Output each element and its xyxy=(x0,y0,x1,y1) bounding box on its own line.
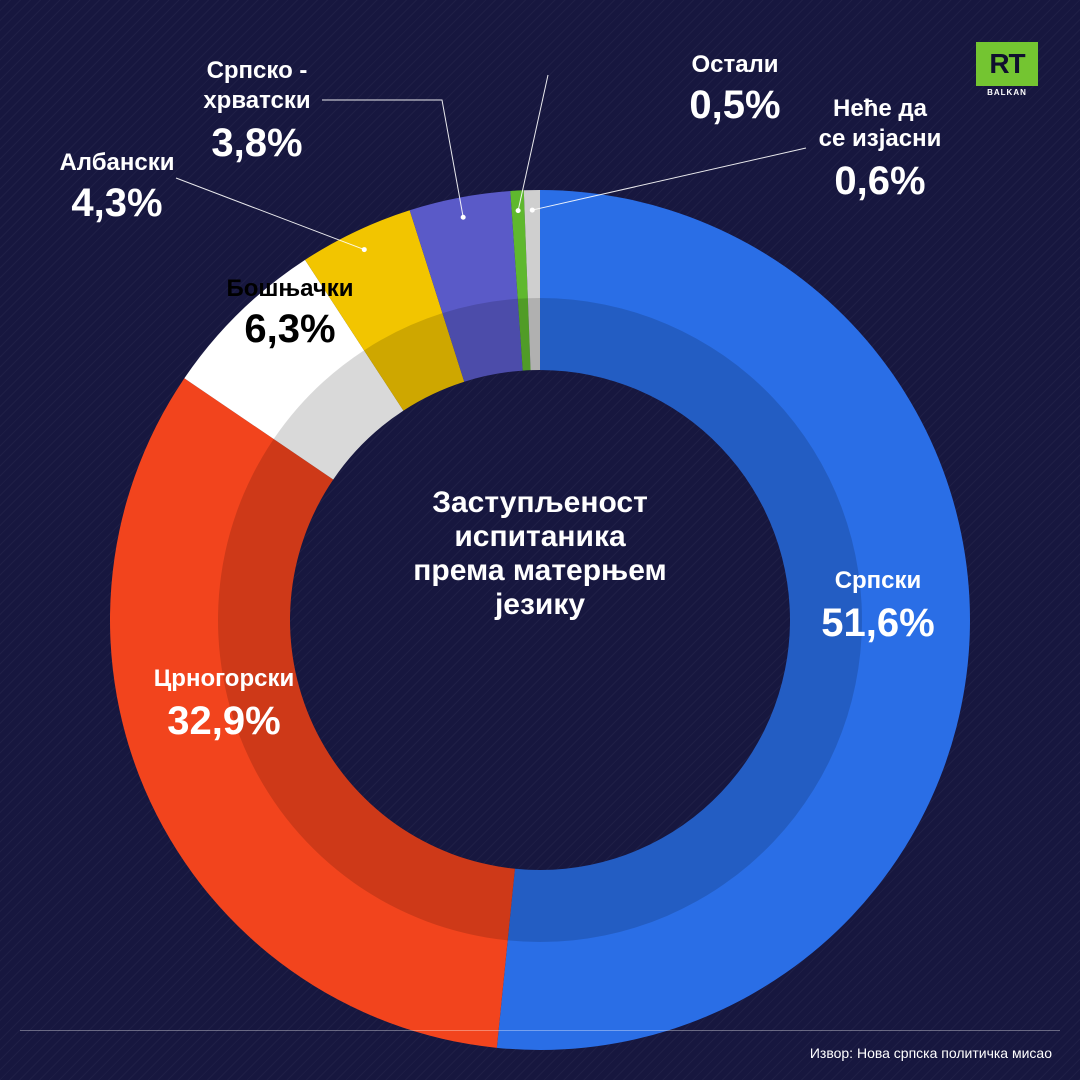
slice-neceda-outer xyxy=(523,190,540,371)
label-ostali: Остали 0,5% xyxy=(689,51,780,127)
slice-srpski xyxy=(496,190,970,1050)
chart-title: Заступљеност испитаника према матерњем јези… xyxy=(413,486,666,621)
label-srpskohrvatski: Српско - хрватски 3,8% xyxy=(203,57,310,165)
slice-neceda-inner-shade xyxy=(527,298,540,371)
chart-title-line: Заступљеност xyxy=(432,486,648,519)
slice-label-srpski: Српски xyxy=(835,567,922,594)
footer-divider xyxy=(20,1030,1060,1031)
slice-label-line: Српско - xyxy=(207,57,308,84)
slice-srpski-inner-shade xyxy=(507,298,863,942)
slice-crnogorski-inner-shade xyxy=(217,439,515,941)
leader-dot-albanski xyxy=(361,247,367,253)
slice-ostali-outer xyxy=(510,190,531,371)
chart-title-line: према матерњем xyxy=(413,554,666,587)
slice-value-ostali: 0,5% xyxy=(689,83,780,127)
slice-bosnjacki-outer xyxy=(184,259,404,480)
slice-albanski-outer xyxy=(305,210,465,411)
slice-crnogorski xyxy=(109,378,515,1048)
slice-ostali-inner-shade xyxy=(517,298,531,371)
label-srpski: Српски 51,6% xyxy=(821,567,934,645)
slice-albanski xyxy=(305,210,465,411)
slice-albanski-inner-shade xyxy=(364,313,465,411)
slice-bosnjacki xyxy=(184,259,404,480)
slice-label-line: Српски xyxy=(835,567,922,594)
slice-label-bosnjacki: Бошњачки xyxy=(226,275,353,302)
label-albanski: Албански 4,3% xyxy=(59,149,174,225)
logo-text: RT xyxy=(976,42,1038,86)
leader-dot-srpskohrvatski xyxy=(460,214,466,220)
slice-neceda xyxy=(523,190,540,371)
rt-balkan-logo: RT BALKAN xyxy=(976,42,1038,100)
slice-label-albanski: Албански xyxy=(59,149,174,176)
slice-srpski-outer xyxy=(496,190,970,1050)
leader-line-albanski xyxy=(175,177,365,251)
slice-label-crnogorski: Црногорски xyxy=(154,665,294,692)
slice-srpskohrvatski-inner-shade xyxy=(442,298,523,382)
leader-line-ostali xyxy=(517,74,549,211)
slice-label-line: се изјасни xyxy=(819,125,942,152)
slice-label-srpskohrvatski: Српско - хрватски xyxy=(203,57,310,114)
slice-label-line: Остали xyxy=(691,51,778,78)
chart-title-line: језику xyxy=(494,588,585,621)
leader-dot-neceda xyxy=(529,207,535,213)
leader-dot-ostali xyxy=(515,208,521,214)
slice-label-line: хрватски xyxy=(203,87,310,114)
leader-line-srpskohrvatski xyxy=(322,99,464,218)
slice-crnogorski-outer xyxy=(109,378,515,1048)
leader-line-neceda xyxy=(532,147,807,211)
slice-label-line: Албански xyxy=(59,149,174,176)
slice-srpskohrvatski-outer xyxy=(409,191,523,382)
logo-subtext: BALKAN xyxy=(987,88,1027,97)
label-neceda: Неће да се изјасни 0,6% xyxy=(819,95,942,203)
slice-label-ostali: Остали xyxy=(691,51,778,78)
slice-value-albanski: 4,3% xyxy=(71,181,162,225)
slice-value-bosnjacki: 6,3% xyxy=(244,307,335,351)
label-crnogorski: Црногорски 32,9% xyxy=(154,665,294,743)
slice-ostali xyxy=(510,190,531,371)
label-bosnjacki: Бошњачки 6,3% xyxy=(226,275,353,351)
slice-value-crnogorski: 32,9% xyxy=(167,699,280,743)
slice-srpskohrvatski xyxy=(409,191,523,382)
slice-value-neceda: 0,6% xyxy=(834,159,925,203)
chart-title-line: испитаника xyxy=(454,520,626,553)
source-note: Извор: Нова српска политичка мисао xyxy=(809,1045,1052,1061)
slice-label-line: Црногорски xyxy=(154,665,294,692)
slice-label-line: Бошњачки xyxy=(226,275,353,302)
slice-label-neceda: Неће да се изјасни xyxy=(819,95,942,152)
slice-value-srpski: 51,6% xyxy=(821,601,934,645)
slice-value-srpskohrvatski: 3,8% xyxy=(211,121,302,165)
slice-label-line: Неће да xyxy=(833,95,928,122)
slice-bosnjacki-inner-shade xyxy=(273,350,404,480)
